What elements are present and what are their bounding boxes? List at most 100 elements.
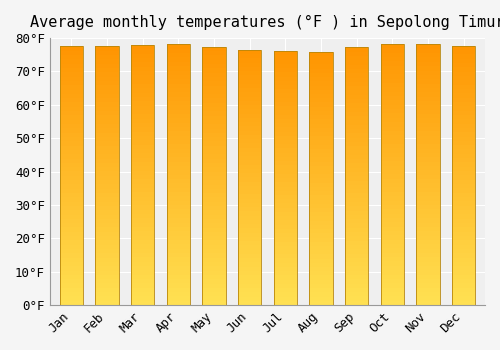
Bar [166,170,190,175]
Bar [310,94,332,98]
Bar [452,119,475,124]
Bar [238,109,261,114]
Bar [380,222,404,227]
Bar [274,275,297,280]
Bar [416,110,440,114]
Bar [166,44,190,305]
Bar [238,71,261,75]
Bar [345,56,368,60]
Bar [131,180,154,184]
Bar [96,72,118,77]
Bar [96,206,118,210]
Bar [131,253,154,257]
Bar [131,102,154,106]
Bar [274,208,297,212]
Bar [452,206,475,210]
Bar [60,47,83,51]
Bar [166,283,190,288]
Bar [380,96,404,100]
Bar [202,128,226,133]
Bar [238,296,261,301]
Bar [131,197,154,201]
Bar [452,128,475,132]
Bar [202,159,226,163]
Bar [238,233,261,237]
Bar [452,154,475,158]
Bar [202,72,226,77]
Bar [345,150,368,155]
Bar [310,296,332,301]
Bar [60,249,83,253]
Bar [60,85,83,90]
Bar [96,94,118,98]
Bar [166,188,190,192]
Bar [452,89,475,93]
Bar [131,45,154,305]
Bar [131,218,154,223]
Bar [345,90,368,95]
Bar [60,60,83,64]
Bar [416,231,440,236]
Bar [416,214,440,218]
Bar [380,183,404,188]
Bar [60,137,83,141]
Bar [380,48,404,52]
Bar [166,192,190,196]
Bar [60,301,83,305]
Bar [345,159,368,163]
Bar [345,245,368,249]
Bar [452,214,475,219]
Bar [416,270,440,275]
Bar [274,148,297,153]
Bar [345,116,368,120]
Bar [345,185,368,189]
Bar [274,72,297,77]
Bar [166,49,190,53]
Bar [274,254,297,259]
Bar [310,81,332,85]
Bar [310,195,332,199]
Bar [416,196,440,201]
Bar [96,107,118,111]
Bar [60,111,83,116]
Bar [274,64,297,68]
Bar [310,107,332,111]
Bar [380,118,404,122]
Bar [96,275,118,279]
Bar [310,292,332,296]
Bar [96,167,118,172]
Bar [452,162,475,167]
Bar [274,132,297,136]
Bar [345,65,368,69]
Bar [202,111,226,116]
Bar [202,116,226,120]
Bar [238,275,261,280]
Bar [60,107,83,111]
Bar [166,244,190,248]
Bar [131,214,154,218]
Bar [310,229,332,233]
Bar [96,159,118,163]
Bar [96,172,118,176]
Bar [380,126,404,131]
Bar [60,72,83,77]
Bar [60,77,83,81]
Bar [202,223,226,228]
Bar [310,288,332,292]
Bar [131,45,154,49]
Bar [96,253,118,258]
Bar [310,280,332,284]
Bar [166,57,190,62]
Bar [380,257,404,261]
Bar [202,133,226,137]
Bar [416,201,440,205]
Bar [274,144,297,148]
Bar [310,225,332,229]
Bar [131,266,154,271]
Bar [416,140,440,144]
Bar [131,80,154,84]
Bar [380,83,404,88]
Bar [380,244,404,248]
Bar [380,79,404,83]
Bar [416,44,440,49]
